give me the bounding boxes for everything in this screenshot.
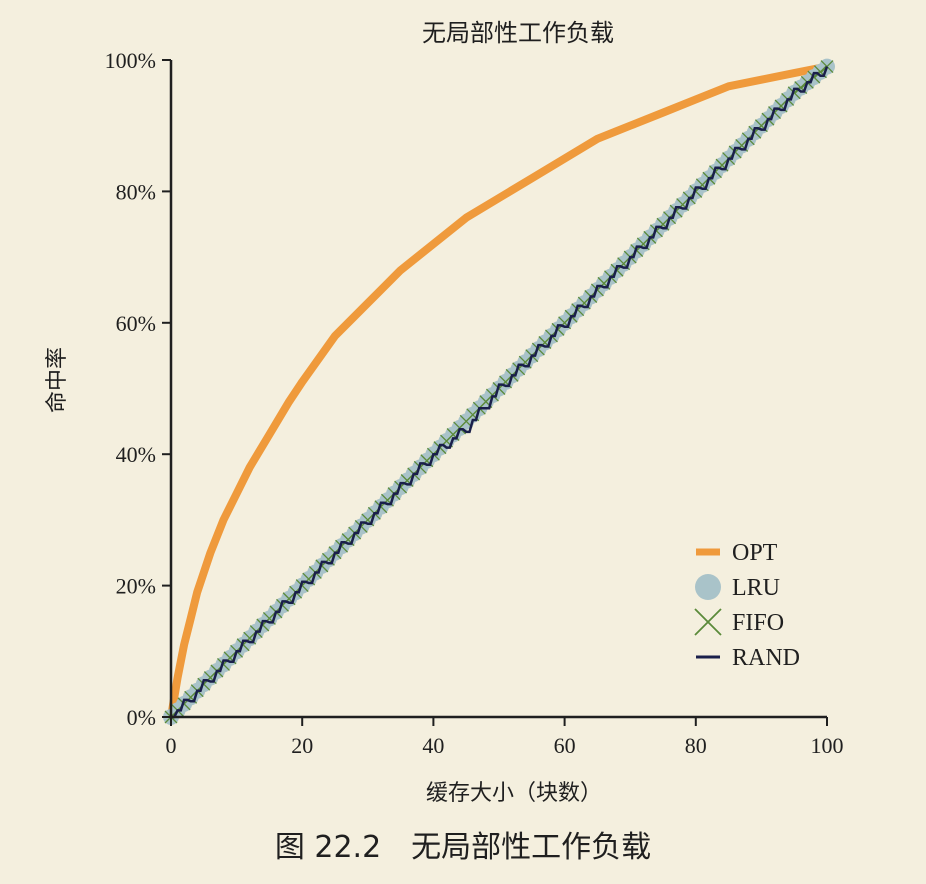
legend-label: LRU <box>732 575 780 601</box>
fifo-point <box>820 60 834 74</box>
x-tick-label: 40 <box>422 733 444 758</box>
y-tick-label: 20% <box>116 574 156 599</box>
x-tick-label: 0 <box>166 733 177 758</box>
y-tick-label: 100% <box>105 48 156 73</box>
axes: 0 20 40 60 80 100 0% 20% 40% 60% 80% 100% <box>105 48 844 758</box>
legend-label: OPT <box>732 540 778 566</box>
chart-title: 无局部性工作负载 <box>422 19 614 47</box>
legend: OPT LRU FIFO RAND <box>694 540 800 671</box>
legend-label: FIFO <box>732 610 784 636</box>
legend-entry-opt: OPT <box>696 540 778 566</box>
legend-swatch <box>694 608 722 636</box>
legend-swatch <box>695 574 721 600</box>
legend-label: RAND <box>732 645 800 671</box>
series-rand-line <box>171 66 829 719</box>
figure-caption: 图 22.2 无局部性工作负载 <box>274 830 652 865</box>
legend-entry-fifo: FIFO <box>694 608 784 636</box>
y-tick-label: 40% <box>116 442 156 467</box>
legend-entry-lru: LRU <box>695 574 780 601</box>
x-tick-label: 80 <box>685 733 707 758</box>
series-layer <box>163 58 835 725</box>
series-opt-line <box>167 62 831 721</box>
x-tick-label: 20 <box>291 733 313 758</box>
y-tick-label: 0% <box>127 705 156 730</box>
x-tick-label: 100 <box>811 733 844 758</box>
legend-entry-rand: RAND <box>696 645 800 671</box>
x-tick-label: 60 <box>554 733 576 758</box>
y-axis-title: 命中率 <box>45 347 70 413</box>
y-tick-label: 80% <box>116 179 156 204</box>
y-tick-label: 60% <box>116 311 156 336</box>
x-axis-title: 缓存大小（块数） <box>426 781 602 806</box>
